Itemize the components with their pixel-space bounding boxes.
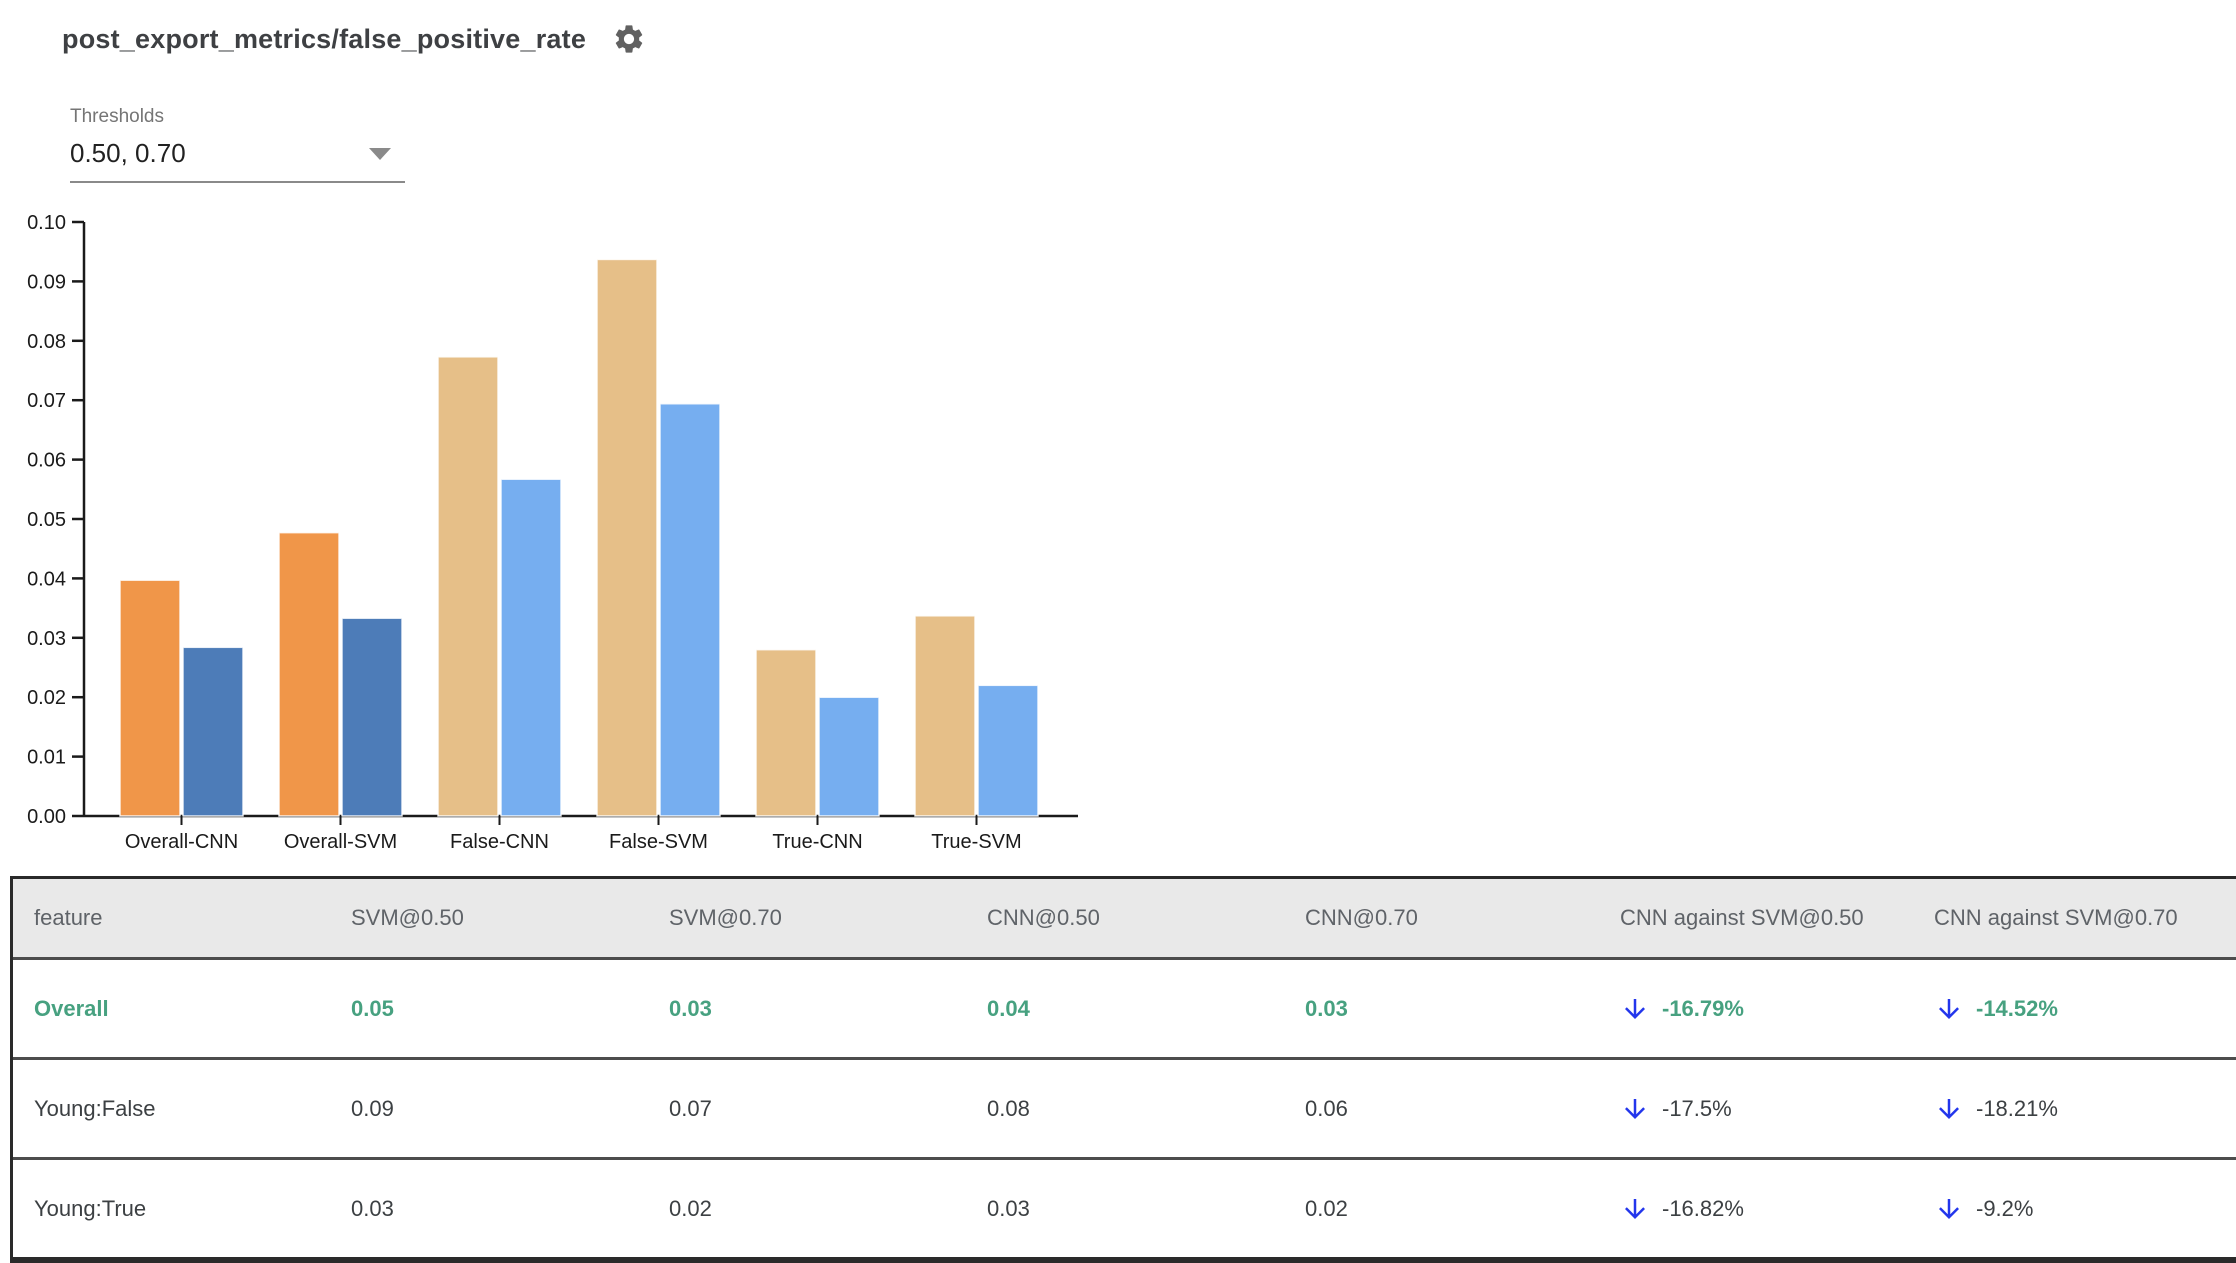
y-axis-tick-label: 0.10 <box>27 212 66 234</box>
arrow-down-icon <box>1939 1098 1959 1119</box>
page-title: post_export_metrics/false_positive_rate <box>62 23 587 54</box>
x-axis-label-overall-cnn: Overall-CNN <box>125 831 238 853</box>
column-header-svm-0-50: SVM@0.50 <box>351 905 464 930</box>
gear-icon <box>615 25 643 53</box>
column-header-cnn-against-svm-0-70: CNN against SVM@0.70 <box>1934 905 2178 930</box>
y-axis-tick-label: 0.09 <box>27 271 66 293</box>
column-header-cnn-0-70: CNN@0.70 <box>1305 905 1418 930</box>
bar-true-cnn-threshold-0-50[interactable] <box>755 648 817 817</box>
metric-cell-cnn-0-70: 0.03 <box>1305 995 1348 1021</box>
comparison-cell-cnn-against-svm-0-50: -16.79% <box>1620 994 1934 1024</box>
arrow-down-icon <box>1625 998 1645 1019</box>
bar-overall-svm-threshold-0-50[interactable] <box>278 531 340 817</box>
column-header-cnn-0-50: CNN@0.50 <box>987 905 1100 930</box>
settings-button[interactable] <box>612 22 646 56</box>
arrow-down-icon <box>1625 1198 1645 1219</box>
bar-false-cnn-threshold-0-50[interactable] <box>437 356 499 817</box>
feature-cell: Young:False <box>34 1095 156 1121</box>
table-row-young-false[interactable]: Young:False 0.09 0.07 0.08 0.06 -17.5% -18.21% <box>13 1057 2236 1157</box>
comparison-cell-cnn-against-svm-0-70: -18.21% <box>1934 1094 2236 1124</box>
metric-cell-cnn-0-70: 0.02 <box>1305 1195 1348 1221</box>
feature-cell: Young:True <box>34 1195 147 1221</box>
column-header-cnn-against-svm-0-50: CNN against SVM@0.50 <box>1620 905 1864 930</box>
arrow-down-icon <box>1939 998 1959 1019</box>
comparison-cell-cnn-against-svm-0-50: -17.5% <box>1620 1094 1934 1124</box>
metric-cell-svm-0-50: 0.05 <box>351 995 394 1021</box>
dropdown-arrow-icon <box>369 148 391 160</box>
column-header-svm-0-70: SVM@0.70 <box>669 905 782 930</box>
table-row-young-true[interactable]: Young:True 0.03 0.02 0.03 0.02 -16.82% -9.2% <box>13 1157 2236 1257</box>
comparison-cell-cnn-against-svm-0-50: -16.82% <box>1620 1194 1934 1224</box>
bar-overall-cnn-threshold-0-50[interactable] <box>119 579 181 817</box>
thresholds-select[interactable]: Thresholds 0.50, 0.70 <box>70 106 405 183</box>
metric-cell-svm-0-70: 0.07 <box>669 1095 712 1121</box>
y-axis-tick-label: 0.04 <box>27 568 66 590</box>
metric-cell-svm-0-70: 0.02 <box>669 1195 712 1221</box>
metric-cell-cnn-0-70: 0.06 <box>1305 1095 1348 1121</box>
bar-false-svm-threshold-0-70[interactable] <box>659 403 721 817</box>
metric-cell-cnn-0-50: 0.03 <box>987 1195 1030 1221</box>
thresholds-label: Thresholds <box>70 106 164 127</box>
false-positive-rate-bar-chart: 0.00 0.01 0.02 0.03 0.04 0.05 0.06 0.07 0.08 0.09… <box>0 200 1120 870</box>
y-axis-tick-label: 0.05 <box>27 509 66 531</box>
y-axis-tick-label: 0.07 <box>27 390 66 412</box>
comparison-value: -16.82% <box>1662 1195 1744 1221</box>
table-header-row: feature SVM@0.50 SVM@0.70 CNN@0.50 CNN@0.70 C… <box>13 879 2236 957</box>
bar-false-cnn-threshold-0-70[interactable] <box>500 478 562 817</box>
metric-cell-cnn-0-50: 0.04 <box>987 995 1030 1021</box>
bar-overall-svm-threshold-0-70[interactable] <box>341 617 403 817</box>
x-axis-label-true-cnn: True-CNN <box>772 831 862 853</box>
x-axis-label-false-svm: False-SVM <box>609 831 708 853</box>
table-row-overall[interactable]: Overall 0.05 0.03 0.04 0.03 -16.79% -14.52% <box>13 957 2236 1057</box>
y-axis-tick-label: 0.03 <box>27 628 66 650</box>
bar-true-cnn-threshold-0-70[interactable] <box>818 696 880 817</box>
bar-overall-cnn-threshold-0-70[interactable] <box>182 646 244 817</box>
arrow-down-icon <box>1625 1098 1645 1119</box>
y-axis-tick-label: 0.08 <box>27 331 66 353</box>
comparison-value: -9.2% <box>1976 1195 2034 1221</box>
y-axis-tick-label: 0.00 <box>27 806 66 828</box>
arrow-down-icon <box>1939 1198 1959 1219</box>
comparison-value: -18.21% <box>1976 1095 2058 1121</box>
x-axis-label-false-cnn: False-CNN <box>450 831 549 853</box>
metric-cell-svm-0-50: 0.09 <box>351 1095 394 1121</box>
comparison-value: -17.5% <box>1662 1095 1732 1121</box>
bar-true-svm-threshold-0-50[interactable] <box>914 615 976 817</box>
comparison-cell-cnn-against-svm-0-70: -14.52% <box>1934 994 2236 1024</box>
comparison-cell-cnn-against-svm-0-70: -9.2% <box>1934 1194 2236 1224</box>
metric-header: post_export_metrics/false_positive_rate <box>62 22 646 56</box>
feature-cell: Overall <box>34 995 109 1021</box>
x-axis-label-true-svm: True-SVM <box>931 831 1021 853</box>
comparison-value: -14.52% <box>1976 995 2058 1021</box>
y-axis-tick-label: 0.02 <box>27 687 66 709</box>
metric-cell-svm-0-70: 0.03 <box>669 995 712 1021</box>
x-axis-label-overall-svm: Overall-SVM <box>284 831 397 853</box>
y-axis-tick-label: 0.06 <box>27 450 66 472</box>
y-axis-tick-label: 0.01 <box>27 747 66 769</box>
metric-cell-svm-0-50: 0.03 <box>351 1195 394 1221</box>
metric-cell-cnn-0-50: 0.08 <box>987 1095 1030 1121</box>
column-header-feature: feature <box>34 905 103 930</box>
comparison-value: -16.79% <box>1662 995 1744 1021</box>
metrics-table: feature SVM@0.50 SVM@0.70 CNN@0.50 CNN@0.70 C… <box>10 876 2236 1263</box>
thresholds-value: 0.50, 0.70 <box>70 138 186 168</box>
bar-true-svm-threshold-0-70[interactable] <box>977 684 1039 817</box>
bar-false-svm-threshold-0-50[interactable] <box>596 258 658 817</box>
